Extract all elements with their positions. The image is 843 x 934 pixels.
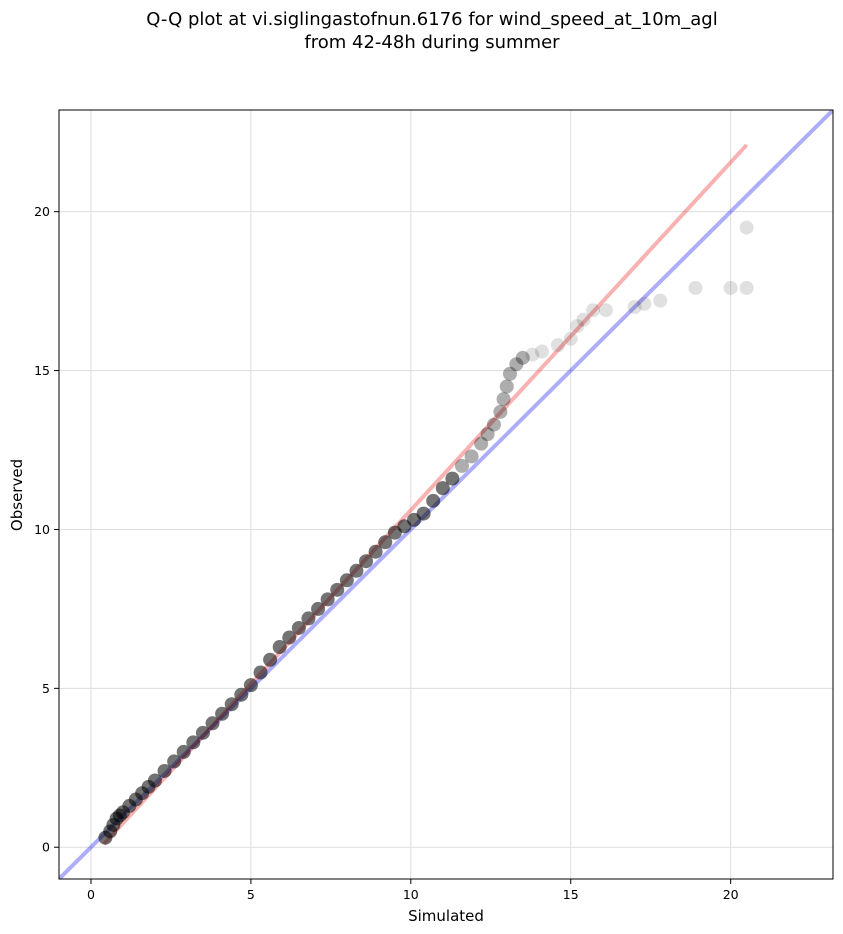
qq-point bbox=[272, 640, 287, 655]
x-tick-label: 20 bbox=[723, 887, 739, 902]
qq-point bbox=[653, 293, 668, 308]
qq-point bbox=[359, 554, 374, 569]
qq-point bbox=[563, 331, 578, 346]
qq-point bbox=[253, 665, 268, 680]
qq-point bbox=[186, 735, 201, 750]
y-tick-label: 20 bbox=[34, 204, 50, 219]
chart-title-line-1: Q-Q plot at vi.siglingastofnun.6176 for … bbox=[146, 9, 717, 30]
plot-frame bbox=[58, 109, 834, 880]
qq-point bbox=[509, 357, 524, 372]
y-tick-label: 5 bbox=[42, 681, 50, 696]
qq-point bbox=[480, 427, 495, 442]
qq-point bbox=[499, 379, 514, 394]
qq-point bbox=[598, 303, 613, 318]
qq-point bbox=[426, 493, 441, 508]
qq-point bbox=[157, 763, 172, 778]
qq-point bbox=[688, 280, 703, 295]
qq-point bbox=[586, 303, 601, 318]
qq-point bbox=[330, 582, 345, 597]
qq-point bbox=[474, 436, 489, 451]
qq-point bbox=[570, 319, 585, 334]
qq-point bbox=[282, 630, 297, 645]
y-tick-label: 0 bbox=[42, 840, 50, 855]
y-axis-label: Observed bbox=[8, 459, 26, 531]
qq-point bbox=[502, 366, 517, 381]
x-tick-label: 5 bbox=[247, 887, 255, 902]
qq-point bbox=[739, 220, 754, 235]
qq-point bbox=[637, 296, 652, 311]
qq-point bbox=[515, 350, 530, 365]
chart-title-line-2: from 42-48h during summer bbox=[304, 32, 560, 53]
qq-point bbox=[534, 344, 549, 359]
qq-point bbox=[525, 347, 540, 362]
qq-point bbox=[339, 573, 354, 588]
qq-point bbox=[301, 611, 316, 626]
qq-point bbox=[627, 300, 642, 315]
axis-ticks: 0 5 10 15 20 0 5 10 15 20 bbox=[34, 204, 739, 902]
qq-point bbox=[435, 481, 450, 496]
qq-point bbox=[378, 535, 393, 550]
qq-point bbox=[496, 392, 511, 407]
y-tick-label: 10 bbox=[34, 522, 50, 537]
x-tick-label: 0 bbox=[87, 887, 95, 902]
qq-point bbox=[291, 620, 306, 635]
qq-point bbox=[723, 280, 738, 295]
qq-point bbox=[215, 706, 230, 721]
scatter-points bbox=[98, 220, 754, 845]
qq-point bbox=[454, 458, 469, 473]
qq-point bbox=[263, 652, 278, 667]
y-tick-label: 15 bbox=[34, 363, 50, 378]
qq-point bbox=[320, 592, 335, 607]
qq-point bbox=[493, 404, 508, 419]
qq-point bbox=[739, 280, 754, 295]
qq-point bbox=[368, 544, 383, 559]
qq-point bbox=[205, 716, 220, 731]
qq-point bbox=[445, 471, 460, 486]
qq-point bbox=[234, 687, 249, 702]
qq-point bbox=[243, 678, 258, 693]
qq-point bbox=[311, 601, 326, 616]
x-tick-label: 10 bbox=[403, 887, 419, 902]
qq-point bbox=[195, 725, 210, 740]
qq-point bbox=[147, 773, 162, 788]
qq-point bbox=[224, 697, 239, 712]
qq-point bbox=[550, 338, 565, 353]
qq-point bbox=[464, 449, 479, 464]
qq-point bbox=[167, 754, 182, 769]
x-tick-label: 15 bbox=[563, 887, 579, 902]
qq-point bbox=[176, 744, 191, 759]
qq-point bbox=[576, 312, 591, 327]
qq-point bbox=[416, 506, 431, 521]
x-axis-label: Simulated bbox=[408, 907, 484, 925]
qq-point bbox=[349, 563, 364, 578]
grid bbox=[59, 110, 833, 879]
qq-point bbox=[486, 417, 501, 432]
